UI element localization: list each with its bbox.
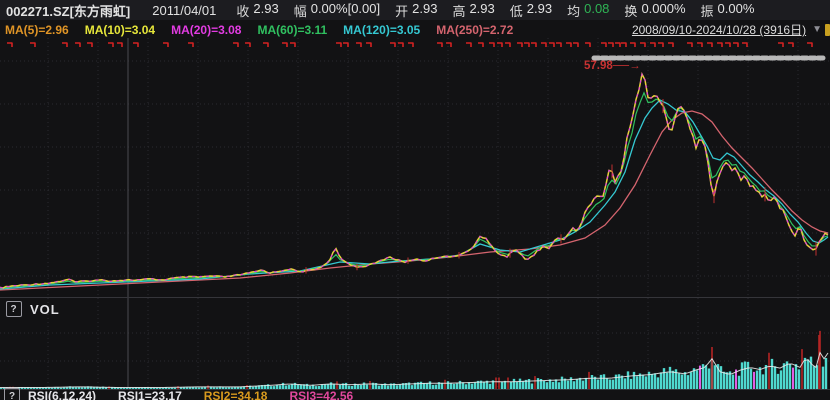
- ath-price-label: 57.98──→: [584, 60, 641, 72]
- ma-value: MA(5)=2.96: [5, 22, 69, 37]
- chevron-down-icon[interactable]: ▼: [812, 24, 822, 35]
- symbol-title: 002271.SZ[东方雨虹]: [6, 3, 131, 19]
- ma250-line: [0, 110, 829, 291]
- rsi-pane-label: RSI(6,12,24): [28, 389, 97, 400]
- rsi-value: RSI3=42.56: [289, 389, 354, 400]
- volume-ma-line: [0, 351, 829, 389]
- rsi-pane-header: ? RSI(6,12,24) RSI1=23.17 RSI2=34.18 RSI3=…: [4, 388, 353, 400]
- volume-pane-header: ? VOL: [6, 301, 60, 317]
- quote-field: 低 2.93: [509, 0, 553, 19]
- ex-rights-markers: [7, 42, 813, 47]
- selected-date: 2011/04/01: [152, 2, 217, 18]
- ma-value: MA(10)=3.04: [84, 22, 156, 37]
- edge-widget-icon: [825, 23, 830, 36]
- volume-bars-red: [9, 330, 821, 389]
- ma-value: MA(250)=2.72: [436, 22, 514, 37]
- quote-fields: 收 2.93 幅 0.00%[0.00] 开 2.93 高 2.93 低 2.93 均 0.08 换 0.…: [236, 1, 769, 20]
- quote-field: 换 0.000%: [624, 0, 686, 19]
- ma120-line: [0, 99, 829, 290]
- quote-field: 开 2.93: [395, 0, 438, 19]
- quote-field: 幅 0.00%[0.00]: [293, 0, 381, 19]
- quote-field: 高 2.93: [452, 0, 495, 19]
- volume-bars-magenta: [699, 365, 794, 389]
- quote-field: 振 0.00%: [700, 0, 755, 19]
- volume-pane-label: VOL: [30, 301, 60, 317]
- rsi-value: RSI2=34.18: [203, 389, 268, 400]
- price-candles-yellow: [0, 71, 829, 289]
- help-icon[interactable]: ?: [6, 301, 22, 317]
- quote-field: 均 0.08: [567, 0, 610, 19]
- info-bar: 002271.SZ[东方雨虹] 2011/04/01 收 2.93 幅 0.00%[0…: [0, 0, 830, 20]
- volume-bars: [0, 356, 828, 389]
- price-wicks-red: [305, 98, 817, 274]
- ma-value: MA(60)=3.11: [257, 22, 328, 37]
- help-icon[interactable]: ?: [4, 388, 20, 400]
- ma-values: MA(5)=2.96 MA(10)=3.04 MA(20)=3.08 MA(60)=3…: [5, 23, 529, 37]
- date-range-link[interactable]: 2008/09/10-2024/10/28 (3916日): [631, 23, 807, 37]
- ma-indicator-bar: MA(5)=2.96 MA(10)=3.04 MA(20)=3.08 MA(60)=3…: [0, 21, 830, 38]
- rsi-value: RSI1=23.17: [118, 389, 182, 400]
- ma-value: MA(20)=3.08: [171, 22, 242, 37]
- ma-value: MA(120)=3.05: [343, 22, 421, 37]
- quote-field: 收 2.93: [236, 0, 279, 19]
- price-candles-magenta: [0, 72, 829, 289]
- rsi-values: RSI1=23.17 RSI2=34.18 RSI3=42.56: [96, 389, 353, 400]
